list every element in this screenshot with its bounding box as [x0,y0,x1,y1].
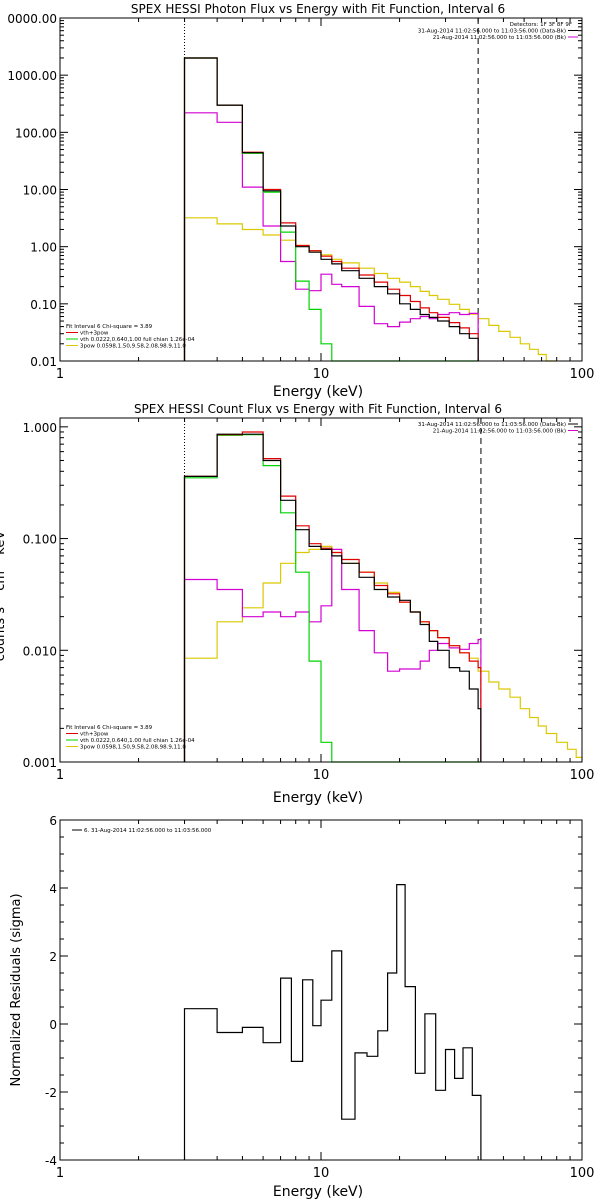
powerlaw-series-line [183,217,557,362]
plot-frame [59,819,583,1161]
series-group [183,884,482,1160]
thermal-series-line [183,434,481,763]
legend-entry: 31-Aug-2014 11:02:56.000 to 11:03:56.000… [418,422,566,428]
legend-entry: 3pow 0.0598,1.50,9.58,2.08,98.9,11.0 [80,745,186,751]
y-tick-label: 1.000 [23,421,57,435]
background-series-line [183,112,479,361]
axis-ticks: 1 10 100 -4 -2 0 2 4 6 [45,814,594,1181]
y-axis-label: Normalized Residuals (sigma) [9,893,24,1086]
legend-entry: 21-Aug-2014 11:02:56.000 to 11:03:56.000… [433,429,566,435]
y-tick-label: 2 [49,950,57,964]
x-tick-label: 1 [56,1166,64,1181]
x-tick-label: 100 [570,367,595,382]
legend-entry: vth 0.0222,0.640,1.00 full chian 1.26e-0… [80,738,195,744]
y-tick-label: -2 [45,1086,57,1100]
y-axis-label: counts s⁻¹ cm⁻² keV⁻¹ [0,519,8,662]
legend-detectors: Detectors: 1F 3F 8F 9F [510,22,572,28]
legend-top: 31-Aug-2014 11:02:56.000 to 11:03:56.000… [418,422,578,435]
x-tick-label: 100 [570,768,595,783]
legend-entry: vth+3pow [80,732,109,738]
photon-flux-panel: SPEX HESSI Photon Flux vs Energy with Fi… [7,2,594,400]
series-group [183,431,583,763]
count-flux-panel: SPEX HESSI Count Flux vs Energy with Fit… [0,402,594,806]
y-tick-label: 0 [49,1018,57,1032]
y-tick-label: 0.010 [23,644,57,658]
x-tick-label: 10 [313,367,330,382]
y-tick-label: 10.00 [23,184,57,198]
y-tick-label: 100.00 [15,126,57,140]
chart-title: SPEX HESSI Photon Flux vs Energy with Fi… [131,2,505,16]
x-tick-label: 10 [313,1166,330,1181]
legend-entry: 6. 31-Aug-2014 11:02:56.000 to 11:03:56.… [84,828,212,834]
x-tick-label: 1 [56,367,64,382]
legend-fit-header: Fit Interval 6 Chi-square = 3.89 [66,725,153,731]
y-tick-label: 1.00 [30,241,57,255]
x-tick-label: 1 [56,768,64,783]
legend-bottom: Fit Interval 6 Chi-square = 3.89vth+3pow… [66,725,195,751]
legend-entry: 21-Aug-2014 11:02:56.000 to 11:03:56.000… [433,35,566,41]
legend-entry: vth+3pow [80,331,109,337]
residuals-panel: Normalized Residuals (sigma) 1 10 100 -4 -2 0… [9,814,594,1200]
powerlaw-series-line [183,545,583,762]
x-tick-label: 100 [570,1166,595,1181]
legend-bottom: Fit Interval 6 Chi-square = 3.89vth+3pow… [66,324,195,350]
x-axis-label: Energy (keV) [273,790,363,806]
axis-ticks: 1 10 100 0.001 0.010 0.100 1.000 [23,418,595,783]
x-tick-label: 10 [313,768,330,783]
y-tick-label: 0.10 [30,298,57,312]
y-tick-label: 0.001 [23,756,57,770]
legend-top: 6. 31-Aug-2014 11:02:56.000 to 11:03:56.… [72,828,212,834]
x-axis-label: Energy (keV) [273,384,363,400]
background-series-line [183,548,482,762]
y-tick-label: 0.01 [30,355,57,369]
y-tick-label: 0.100 [23,533,57,547]
y-tick-label: 4 [49,882,57,896]
axis-ticks: 1 10 100 0.01 0.10 1.00 10.00 100.00 1000.00 0000… [7,12,594,382]
total_fit-series-line [183,431,482,762]
data-series-line [183,433,482,762]
legend-entry: 31-Aug-2014 11:02:56.000 to 11:03:56.000… [418,29,566,35]
data-series-line [183,884,482,1160]
y-tick-label: -4 [45,1154,57,1168]
legend-fit-header: Fit Interval 6 Chi-square = 3.89 [66,324,153,330]
chart-title: SPEX HESSI Count Flux vs Energy with Fit… [134,402,502,416]
legend-entry: 3pow 0.0598,1.50,9.58,2.08,98.9,11.0 [80,344,186,350]
data-series-line [183,57,479,361]
y-tick-label: 1000.00 [7,69,57,83]
x-axis-label: Energy (keV) [273,1184,363,1200]
total_fit-series-line [183,57,479,361]
series-group [183,57,557,362]
y-tick-label: 6 [49,814,57,828]
interval-markers [184,18,479,361]
thermal-series-line [183,57,479,362]
legend-entry: vth 0.0222,0.640,1.00 full chian 1.26e-0… [80,337,195,343]
y-tick-label: 0000.00 [7,12,57,26]
